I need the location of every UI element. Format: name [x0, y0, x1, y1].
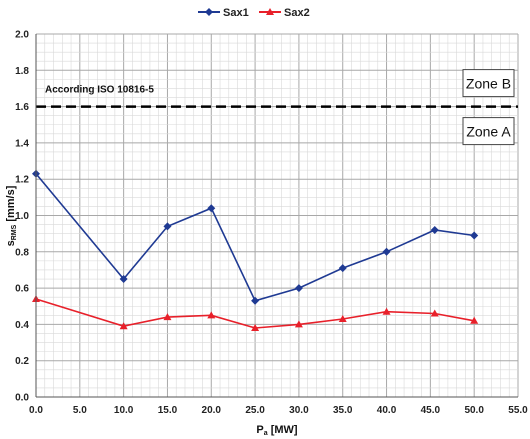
data-point-sax2[interactable] — [207, 311, 216, 319]
x-tick-label: 40.0 — [377, 405, 397, 416]
threshold-group: According ISO 10816-5 — [36, 85, 518, 108]
grid-lines — [35, 33, 519, 398]
y-tick-label: 0.8 — [15, 247, 29, 258]
data-point-sax2[interactable] — [251, 324, 260, 332]
y-tick-label: 0.0 — [15, 393, 29, 404]
legend-item-sax1[interactable]: Sax1 — [198, 7, 249, 19]
x-tick-label: 20.0 — [202, 405, 222, 416]
x-tick-label: 15.0 — [158, 405, 178, 416]
x-tick-label: 0.0 — [29, 405, 43, 416]
legend-item-sax2[interactable]: Sax2 — [259, 7, 310, 19]
x-label-main: P — [256, 424, 263, 436]
data-point-sax1[interactable] — [470, 231, 479, 240]
data-point-sax1[interactable] — [294, 284, 303, 293]
x-label-sub: a — [264, 430, 268, 437]
legend-marker-sax1 — [205, 8, 213, 16]
data-point-sax2[interactable] — [163, 313, 172, 321]
data-point-sax1[interactable] — [430, 226, 439, 235]
axes — [35, 34, 518, 398]
legend-label-sax2: Sax2 — [284, 7, 310, 19]
y-tick-label: 1.8 — [15, 66, 29, 77]
x-axis-label: Pa [MW] — [256, 424, 298, 437]
y-tick-label: 2.0 — [15, 30, 29, 41]
y-tick-label: 0.4 — [15, 320, 29, 331]
data-point-sax1[interactable] — [119, 275, 128, 284]
data-point-sax2[interactable] — [382, 307, 391, 315]
x-tick-labels: 0.0 5.0 10.0 15.0 20.0 25.0 30.0 35.0 40.0 45.0 50… — [29, 405, 528, 416]
zone-a-label: Zone A — [466, 124, 511, 140]
y-tick-label: 1.4 — [15, 138, 29, 149]
y-tick-label: 0.6 — [15, 284, 29, 295]
x-tick-label: 25.0 — [245, 405, 265, 416]
series-line-sax2 — [35, 298, 475, 329]
data-point-sax1[interactable] — [163, 222, 172, 231]
y-tick-label: 1.2 — [15, 175, 29, 186]
x-tick-label: 50.0 — [464, 405, 484, 416]
y-tick-label: 1.0 — [15, 211, 29, 222]
y-label-unit: [mm/s] — [5, 185, 17, 224]
zone-a-box — [462, 117, 515, 146]
x-label-unit: [MW] — [268, 424, 298, 436]
legend-marker-sax2 — [266, 8, 274, 15]
data-point-sax1[interactable] — [382, 247, 391, 256]
series-line-sax1 — [35, 173, 475, 302]
y-axis-label: sRMS [mm/s] — [5, 185, 18, 246]
data-point-sax1[interactable] — [338, 264, 347, 273]
data-point-sax1[interactable] — [207, 204, 216, 213]
data-point-sax1[interactable] — [251, 296, 260, 305]
data-point-sax2[interactable] — [470, 316, 479, 324]
y-tick-labels: 0.0 0.2 0.4 0.6 0.8 1.0 1.2 1.4 1.6 1.8 2.0 — [15, 30, 29, 404]
data-point-sax2[interactable] — [119, 322, 128, 330]
data-point-sax2[interactable] — [294, 320, 303, 328]
y-label-main: s — [5, 240, 17, 246]
data-point-sax2[interactable] — [338, 314, 347, 322]
x-tick-label: 55.0 — [508, 405, 528, 416]
threshold-label: According ISO 10816-5 — [45, 85, 154, 96]
zone-b-box — [462, 69, 515, 98]
zone-b-label: Zone B — [466, 76, 511, 92]
x-tick-label: 45.0 — [421, 405, 441, 416]
legend: Sax1 Sax2 — [198, 7, 310, 19]
y-tick-label: 1.6 — [15, 102, 29, 113]
x-tick-label: 35.0 — [333, 405, 353, 416]
zone-boxes: Zone B Zone A — [462, 69, 515, 146]
data-point-sax2[interactable] — [430, 309, 439, 317]
y-label-sub: RMS — [11, 224, 18, 240]
series-group — [32, 169, 479, 332]
x-tick-label: 10.0 — [114, 405, 134, 416]
x-tick-label: 5.0 — [73, 405, 87, 416]
x-tick-label: 30.0 — [289, 405, 309, 416]
legend-label-sax1: Sax1 — [223, 7, 249, 19]
y-tick-label: 0.2 — [15, 356, 29, 367]
